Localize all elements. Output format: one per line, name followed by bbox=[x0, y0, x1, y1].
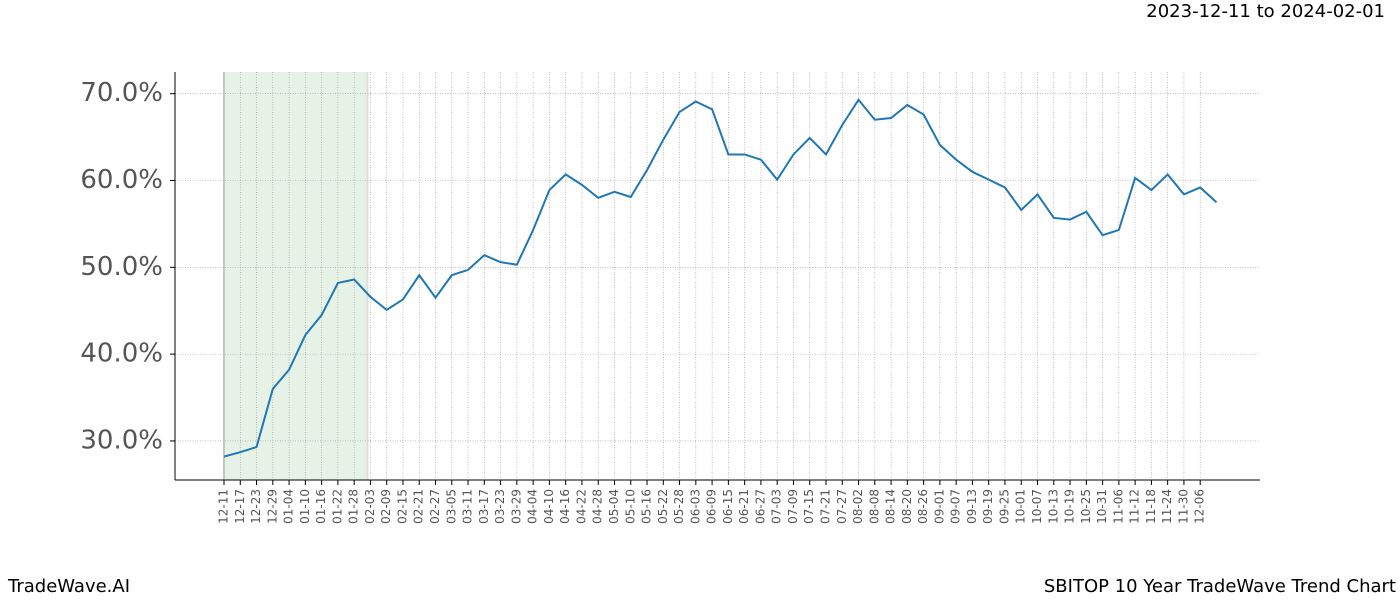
x-tick-label: 05-22 bbox=[656, 489, 670, 524]
y-tick-label: 30.0% bbox=[80, 425, 163, 455]
x-tick-label: 04-04 bbox=[526, 489, 540, 524]
data-line bbox=[223, 98, 1218, 458]
y-tick-label: 70.0% bbox=[80, 78, 163, 108]
x-tick-label: 05-16 bbox=[640, 489, 654, 524]
x-tick-label: 10-13 bbox=[1046, 489, 1060, 524]
x-tick-label: 07-21 bbox=[818, 489, 832, 524]
x-tick-label: 06-21 bbox=[737, 489, 751, 524]
x-tick-label: 07-09 bbox=[786, 489, 800, 524]
x-tick-label: 04-16 bbox=[558, 489, 572, 524]
x-tick-label: 04-10 bbox=[542, 489, 556, 524]
x-tick-label: 10-19 bbox=[1063, 489, 1077, 524]
x-tick-label: 12-06 bbox=[1193, 489, 1207, 524]
x-tick-label: 06-09 bbox=[705, 489, 719, 524]
x-tick-label: 12-23 bbox=[249, 489, 263, 524]
x-tick-label: 03-29 bbox=[509, 489, 523, 524]
x-tick-label: 09-25 bbox=[997, 489, 1011, 524]
x-tick-label: 09-13 bbox=[965, 489, 979, 524]
x-tick-label: 08-08 bbox=[867, 489, 881, 524]
x-tick-label: 09-19 bbox=[981, 489, 995, 524]
x-tick-label: 01-04 bbox=[282, 489, 296, 524]
x-tick-label: 11-18 bbox=[1144, 489, 1158, 524]
x-tick-label: 10-01 bbox=[1014, 489, 1028, 524]
x-tick-label: 02-15 bbox=[395, 489, 409, 524]
x-tick-label: 09-07 bbox=[949, 489, 963, 524]
x-tick-label: 08-14 bbox=[884, 489, 898, 524]
x-tick-label: 12-17 bbox=[233, 489, 247, 524]
x-tick-label: 03-23 bbox=[493, 489, 507, 524]
x-tick-label: 03-11 bbox=[461, 489, 475, 524]
highlight-region bbox=[224, 72, 368, 480]
x-tick-label: 05-10 bbox=[623, 489, 637, 524]
x-tick-label: 11-30 bbox=[1176, 489, 1190, 524]
x-tick-label: 06-15 bbox=[721, 489, 735, 524]
x-tick-label: 12-11 bbox=[217, 489, 231, 524]
x-tick-label: 05-28 bbox=[672, 489, 686, 524]
y-tick-label: 50.0% bbox=[80, 252, 163, 282]
x-tick-label: 10-25 bbox=[1079, 489, 1093, 524]
x-tick-label: 04-28 bbox=[591, 489, 605, 524]
x-tick-label: 10-07 bbox=[1030, 489, 1044, 524]
y-tick-label: 40.0% bbox=[80, 339, 163, 369]
x-tick-label: 09-01 bbox=[932, 489, 946, 524]
brand: TradeWave.AI bbox=[7, 576, 130, 597]
chart-subtitle: 2023-12-11 to 2024-02-01 bbox=[1146, 1, 1385, 22]
x-tick-label: 02-03 bbox=[363, 489, 377, 524]
chart-title: SBITOP 10 Year TradeWave Trend Chart bbox=[1044, 576, 1396, 597]
x-tick-label: 01-10 bbox=[298, 489, 312, 524]
x-tick-label: 11-06 bbox=[1111, 489, 1125, 524]
x-tick-label: 07-27 bbox=[835, 489, 849, 524]
x-tick-label: 07-03 bbox=[770, 489, 784, 524]
x-tick-label: 12-29 bbox=[265, 489, 279, 524]
x-tick-label: 04-22 bbox=[574, 489, 588, 524]
x-tick-label: 07-15 bbox=[802, 489, 816, 524]
x-tick-label: 05-04 bbox=[607, 489, 621, 524]
y-tick-label: 60.0% bbox=[80, 165, 163, 195]
x-tick-label: 06-03 bbox=[688, 489, 702, 524]
x-tick-label: 11-24 bbox=[1160, 489, 1174, 524]
x-tick-label: 08-20 bbox=[900, 489, 914, 524]
x-tick-label: 08-02 bbox=[851, 489, 865, 524]
x-tick-label: 02-09 bbox=[379, 489, 393, 524]
x-tick-label: 06-27 bbox=[753, 489, 767, 524]
x-tick-label: 03-05 bbox=[444, 489, 458, 524]
x-tick-label: 02-27 bbox=[428, 489, 442, 524]
x-tick-label: 01-22 bbox=[330, 489, 344, 524]
x-tick-label: 11-12 bbox=[1128, 489, 1142, 524]
x-tick-label: 10-31 bbox=[1095, 489, 1109, 524]
x-tick-label: 03-17 bbox=[477, 489, 491, 524]
x-tick-label: 01-16 bbox=[314, 489, 328, 524]
x-tick-label: 08-26 bbox=[916, 489, 930, 524]
x-tick-label: 02-21 bbox=[412, 489, 426, 524]
x-tick-label: 01-28 bbox=[347, 489, 361, 524]
